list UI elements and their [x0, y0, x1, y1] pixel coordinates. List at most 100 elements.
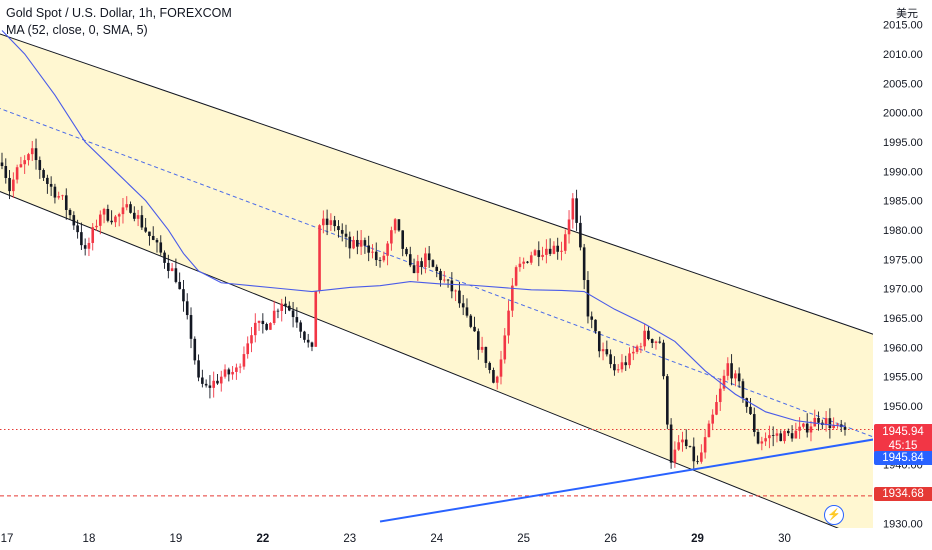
candle-body-15 — [57, 196, 61, 198]
candle-body-11 — [42, 170, 45, 178]
candle-body-100 — [378, 260, 382, 261]
candle-body-31 — [117, 214, 121, 217]
candle-body-141 — [533, 250, 537, 256]
candle-body-40 — [151, 235, 155, 240]
candle-body-90 — [340, 230, 344, 234]
candle-body-152 — [575, 198, 578, 223]
candle-body-61 — [231, 371, 234, 375]
candle-body-169 — [639, 346, 643, 348]
bar-countdown: 45:15 — [888, 440, 918, 452]
candle-body-65 — [246, 343, 250, 355]
candle-body-21 — [80, 232, 83, 246]
candle-body-37 — [140, 215, 144, 228]
candle-body-177 — [669, 424, 673, 463]
candle-body-142 — [537, 250, 541, 257]
candle-body-139 — [526, 261, 529, 263]
candle-body-118 — [446, 279, 450, 281]
candle-body-85 — [322, 218, 325, 226]
candle-body-120 — [454, 290, 457, 292]
x-tick-label: 25 — [517, 533, 530, 545]
candle-body-83 — [314, 291, 318, 347]
candle-body-165 — [624, 362, 628, 366]
symbol-title[interactable]: Gold Spot / U.S. Dollar, 1h, FOREXCOM — [6, 6, 232, 20]
candle-body-203 — [768, 435, 771, 439]
channel-lower-line — [0, 191, 839, 528]
candle-body-121 — [458, 290, 461, 304]
candle-body-74 — [280, 303, 284, 311]
x-tick-label: 30 — [778, 533, 791, 545]
candle-body-153 — [579, 222, 582, 248]
candle-body-80 — [303, 331, 306, 340]
y-tick-label: 2010.00 — [883, 49, 923, 61]
last-price-tag: 1945.94 45:15 — [874, 424, 932, 453]
candle-body-195 — [737, 373, 741, 382]
currency-label: 美元 — [896, 8, 918, 20]
candle-body-133 — [503, 335, 507, 360]
candle-body-103 — [390, 230, 393, 244]
candle-body-91 — [344, 233, 348, 237]
candle-body-2 — [8, 177, 11, 192]
candle-body-17 — [64, 195, 68, 210]
candle-body-167 — [632, 351, 635, 354]
candle-body-161 — [609, 354, 612, 365]
trendline-price-tag: 1945.84 — [874, 451, 932, 465]
candle-body-170 — [643, 330, 646, 347]
candle-body-154 — [582, 247, 586, 281]
candle-body-105 — [397, 219, 401, 231]
candle-body-32 — [121, 207, 125, 215]
candle-body-197 — [745, 398, 749, 407]
candle-body-205 — [775, 433, 779, 436]
channel-upper-line — [0, 33, 873, 335]
candle-body-144 — [545, 248, 548, 255]
candle-body-64 — [242, 354, 246, 367]
candle-body-130 — [492, 370, 495, 383]
candle-body-18 — [68, 209, 72, 216]
y-tick-label: 1970.00 — [883, 284, 923, 296]
candle-body-84 — [318, 225, 321, 292]
candle-body-62 — [235, 367, 238, 372]
candle-body-176 — [666, 376, 669, 425]
candle-body-46 — [174, 268, 178, 282]
candle-body-185 — [700, 452, 703, 462]
candle-body-162 — [613, 364, 616, 371]
candle-body-137 — [518, 263, 522, 268]
candle-body-207 — [783, 430, 786, 442]
y-tick-label: 1980.00 — [883, 225, 923, 237]
x-tick-label: 17 — [1, 533, 14, 545]
candle-body-92 — [348, 236, 352, 249]
candle-body-63 — [238, 366, 242, 368]
candle-body-60 — [227, 369, 231, 375]
candle-body-179 — [677, 442, 680, 450]
candle-body-94 — [356, 239, 359, 247]
candle-body-113 — [427, 253, 431, 261]
candle-body-136 — [514, 267, 518, 286]
indicator-label[interactable]: MA (52, close, 0, SMA, 5) — [6, 23, 148, 37]
candle-body-164 — [620, 362, 624, 370]
candle-body-96 — [363, 240, 367, 246]
moving-average-line — [1, 30, 846, 428]
candle-body-49 — [185, 301, 189, 316]
candle-body-25 — [95, 225, 98, 228]
candle-body-122 — [461, 303, 465, 308]
lightning-icon[interactable]: ⚡ — [824, 505, 844, 525]
candle-body-16 — [61, 195, 64, 197]
candle-body-128 — [484, 346, 488, 363]
candle-body-145 — [548, 248, 552, 254]
candle-body-69 — [261, 320, 265, 325]
candle-body-97 — [367, 245, 370, 253]
candle-body-159 — [601, 349, 605, 352]
candle-body-180 — [681, 439, 684, 443]
candle-body-107 — [405, 248, 408, 255]
candle-body-39 — [148, 231, 151, 236]
candle-body-88 — [333, 220, 336, 227]
candle-body-135 — [511, 285, 514, 311]
candle-body-52 — [197, 360, 200, 378]
x-tick-label: 23 — [343, 533, 356, 545]
candle-body-194 — [734, 373, 737, 379]
candle-body-215 — [813, 417, 817, 427]
candle-body-210 — [794, 430, 798, 439]
candle-body-68 — [257, 320, 261, 323]
channel-fill — [0, 34, 873, 528]
candle-body-9 — [34, 148, 38, 161]
